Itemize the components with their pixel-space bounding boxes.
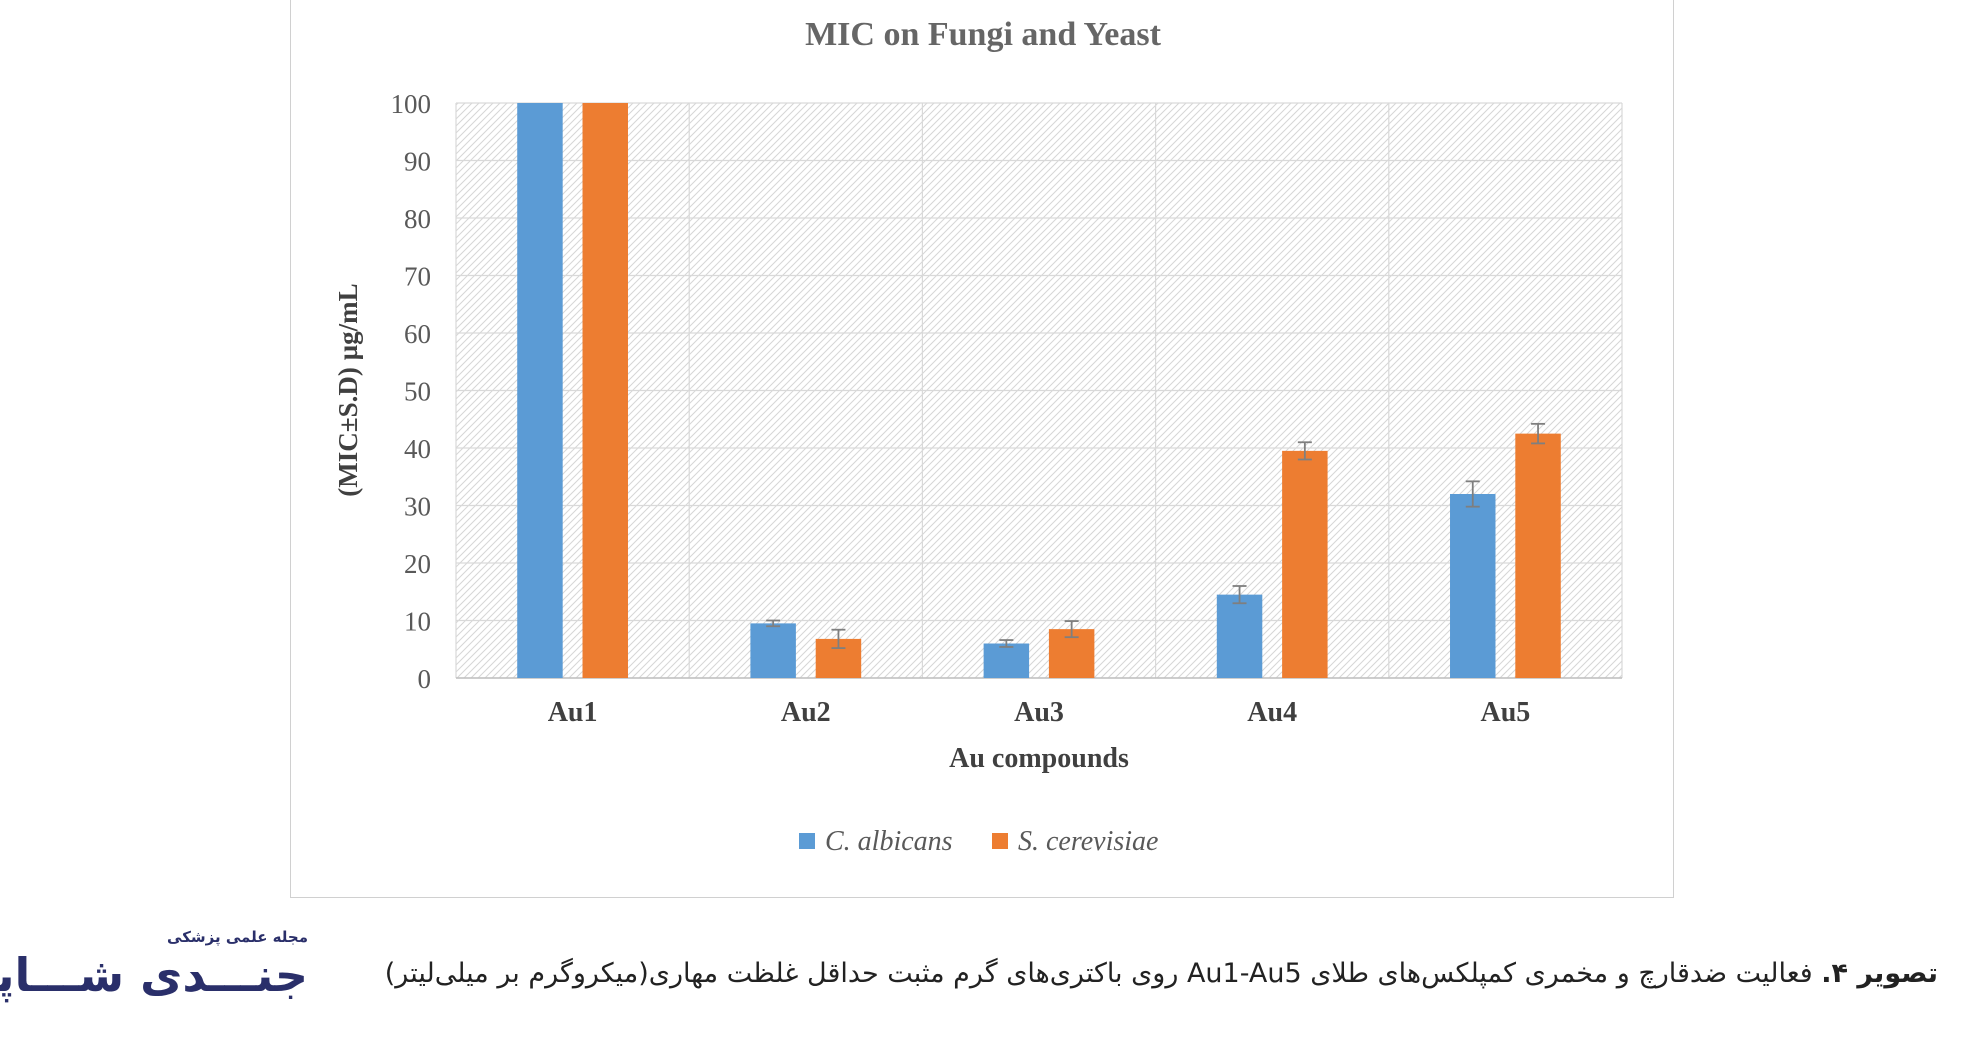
y-tick-label: 20 xyxy=(404,549,431,579)
grid-layer xyxy=(455,102,1623,679)
x-tick-label: Au2 xyxy=(781,697,831,728)
y-tick-label: 90 xyxy=(404,147,431,177)
caption-lead: تصویر ۴. xyxy=(1821,958,1938,989)
caption-text: فعالیت ضدقارچ و مخمری کمپلکس‌های طلای Au… xyxy=(384,958,1822,989)
logo-name: جنـــدی شـــاپور xyxy=(0,948,308,1002)
legend: C. albicans S. cerevisiae xyxy=(799,826,1158,857)
bars-layer xyxy=(517,103,1561,678)
bar xyxy=(517,103,563,678)
legend-swatch xyxy=(799,833,815,849)
legend-swatch xyxy=(992,833,1008,849)
y-tick-label: 10 xyxy=(404,607,431,637)
y-tick-label: 80 xyxy=(404,204,431,234)
y-tick-label: 30 xyxy=(404,492,431,522)
figure-caption: تصویر ۴. فعالیت ضدقارچ و مخمری کمپلکس‌ها… xyxy=(385,958,1938,989)
bar xyxy=(750,623,796,678)
journal-logo: مجله علمی پزشکی جنـــدی شـــاپور xyxy=(0,928,308,1008)
bar xyxy=(1216,594,1263,678)
chart-svg: MIC on Fungi and Yeast 0 10 20 30 40 50 60 70 80… xyxy=(333,16,1623,857)
ticks-layer: 0 10 20 30 40 50 60 70 80 90 100 Au1 Au2 Au3 Au4 Au5 xyxy=(391,89,1531,728)
x-tick-label: Au5 xyxy=(1481,697,1531,728)
y-tick-label: 100 xyxy=(391,89,432,119)
legend-label: C. albicans xyxy=(825,826,953,857)
y-tick-label: 0 xyxy=(418,664,432,694)
x-tick-label: Au3 xyxy=(1014,697,1064,728)
chart-frame: MIC on Fungi and Yeast 0 10 20 30 40 50 60 70 80… xyxy=(290,0,1674,898)
x-tick-label: Au4 xyxy=(1247,697,1297,728)
logo-subtitle: مجله علمی پزشکی xyxy=(167,928,308,946)
y-tick-label: 50 xyxy=(404,377,431,407)
x-axis-label: Au compounds xyxy=(949,743,1129,774)
x-tick-label: Au1 xyxy=(548,697,598,728)
bar xyxy=(1450,494,1496,678)
y-tick-label: 70 xyxy=(404,262,431,292)
y-axis-label: (MIC±S.D) µg/mL xyxy=(333,283,363,496)
y-tick-label: 40 xyxy=(404,434,431,464)
legend-label: S. cerevisiae xyxy=(1018,826,1158,857)
bar xyxy=(1282,450,1328,678)
y-tick-label: 60 xyxy=(404,319,431,349)
bar xyxy=(1515,433,1561,678)
bar xyxy=(983,643,1030,678)
chart-title: MIC on Fungi and Yeast xyxy=(805,16,1161,53)
bar xyxy=(582,103,628,678)
